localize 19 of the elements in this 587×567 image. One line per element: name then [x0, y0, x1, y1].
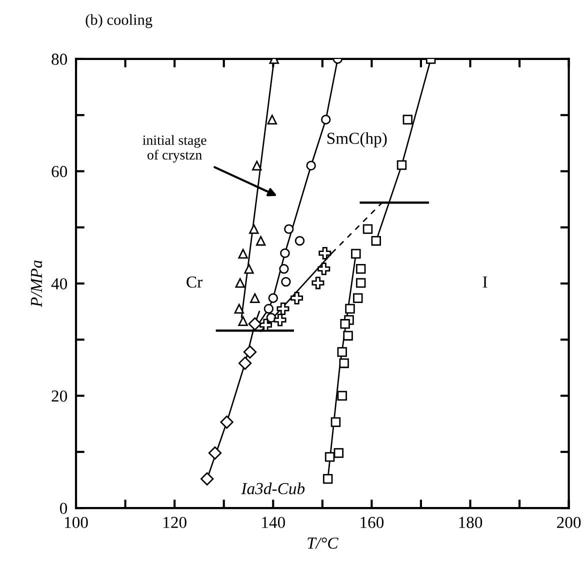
x-tick-label: 200 [557, 516, 581, 528]
chart-title: (b) cooling [86, 14, 152, 28]
x-tick-label: 120 [164, 516, 186, 528]
y-tick-label: 80 [52, 54, 68, 65]
x-tick-label: 100 [64, 516, 88, 528]
annotation: I [482, 276, 488, 288]
y-tick-label: 40 [51, 278, 68, 290]
y-tick-label: 60 [52, 166, 68, 178]
x-tick-label: 180 [459, 516, 482, 528]
x-tick-label: 140 [262, 516, 285, 528]
y-axis-title: P/MPa [30, 260, 42, 308]
annotation: SmC(hp) [327, 132, 387, 148]
annotation: Ia3d-Cub [241, 482, 305, 494]
y-tick-label: 0 [60, 502, 68, 514]
annotation: initial stage of crystzn [142, 135, 206, 162]
x-tick-label: 160 [360, 516, 384, 528]
x-axis-title: T/°C [308, 538, 338, 549]
annotation: Cr [186, 276, 202, 288]
y-tick-label: 20 [52, 390, 68, 402]
